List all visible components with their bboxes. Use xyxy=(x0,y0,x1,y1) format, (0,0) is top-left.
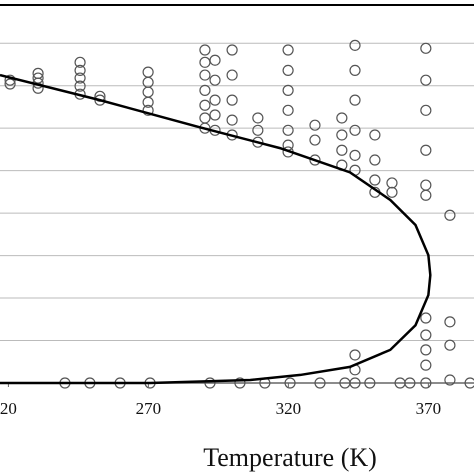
data-point xyxy=(142,96,154,108)
data-point xyxy=(234,377,246,389)
data-point xyxy=(199,112,211,124)
data-point xyxy=(209,109,221,121)
data-point xyxy=(420,189,432,201)
data-point xyxy=(282,44,294,56)
data-point xyxy=(284,377,296,389)
data-point xyxy=(4,78,16,90)
data-point xyxy=(142,104,154,116)
data-point xyxy=(252,124,264,136)
data-point xyxy=(199,84,211,96)
data-point xyxy=(74,72,86,84)
data-point xyxy=(349,349,361,361)
data-point xyxy=(32,82,44,94)
data-point xyxy=(444,316,456,328)
data-point xyxy=(369,154,381,166)
data-point xyxy=(314,377,326,389)
data-point xyxy=(199,56,211,68)
fit-curve xyxy=(0,73,432,385)
data-point xyxy=(349,124,361,136)
x-axis-title: Temperature (K) xyxy=(203,443,377,472)
data-point xyxy=(282,104,294,116)
data-point xyxy=(369,129,381,141)
data-point xyxy=(199,99,211,111)
data-point xyxy=(420,359,432,371)
data-point xyxy=(349,94,361,106)
data-point xyxy=(226,114,238,126)
data-point xyxy=(309,154,321,166)
x-tick-label: 270 xyxy=(136,399,162,418)
data-point xyxy=(282,124,294,136)
data-point xyxy=(209,54,221,66)
data-point xyxy=(420,312,432,324)
data-point xyxy=(349,149,361,161)
data-point xyxy=(364,377,376,389)
data-point xyxy=(420,104,432,116)
data-point xyxy=(74,80,86,92)
data-point xyxy=(420,344,432,356)
data-point xyxy=(420,42,432,54)
data-point xyxy=(404,377,416,389)
data-point xyxy=(444,374,456,386)
data-point xyxy=(420,74,432,86)
data-point xyxy=(142,66,154,78)
data-point xyxy=(4,74,16,86)
data-point xyxy=(74,64,86,77)
data-point xyxy=(226,94,238,106)
data-point xyxy=(142,86,154,98)
data-point xyxy=(336,144,348,156)
data-point xyxy=(349,39,361,51)
x-tick-label: 370 xyxy=(416,399,442,418)
data-point xyxy=(349,64,361,77)
data-point xyxy=(209,74,221,86)
data-point xyxy=(74,56,86,68)
data-point xyxy=(226,44,238,56)
data-point xyxy=(309,119,321,131)
data-point xyxy=(420,179,432,191)
data-point xyxy=(339,377,351,389)
data-point xyxy=(282,64,294,77)
data-point xyxy=(444,339,456,351)
data-point xyxy=(386,186,398,198)
data-point xyxy=(420,144,432,156)
x-tick-label: 320 xyxy=(276,399,302,418)
x-tick-label: 20 xyxy=(0,399,17,418)
data-point xyxy=(420,377,432,389)
data-point xyxy=(444,209,456,221)
data-point xyxy=(199,69,211,81)
data-point xyxy=(309,134,321,146)
data-point xyxy=(209,94,221,106)
data-point xyxy=(226,69,238,81)
data-point xyxy=(204,377,216,389)
data-point xyxy=(336,112,348,124)
data-point xyxy=(199,44,211,56)
data-point xyxy=(464,377,474,389)
data-point xyxy=(336,129,348,141)
data-point xyxy=(386,177,398,189)
data-point xyxy=(420,329,432,341)
data-point xyxy=(282,84,294,96)
data-point xyxy=(369,174,381,186)
data-point xyxy=(252,112,264,124)
